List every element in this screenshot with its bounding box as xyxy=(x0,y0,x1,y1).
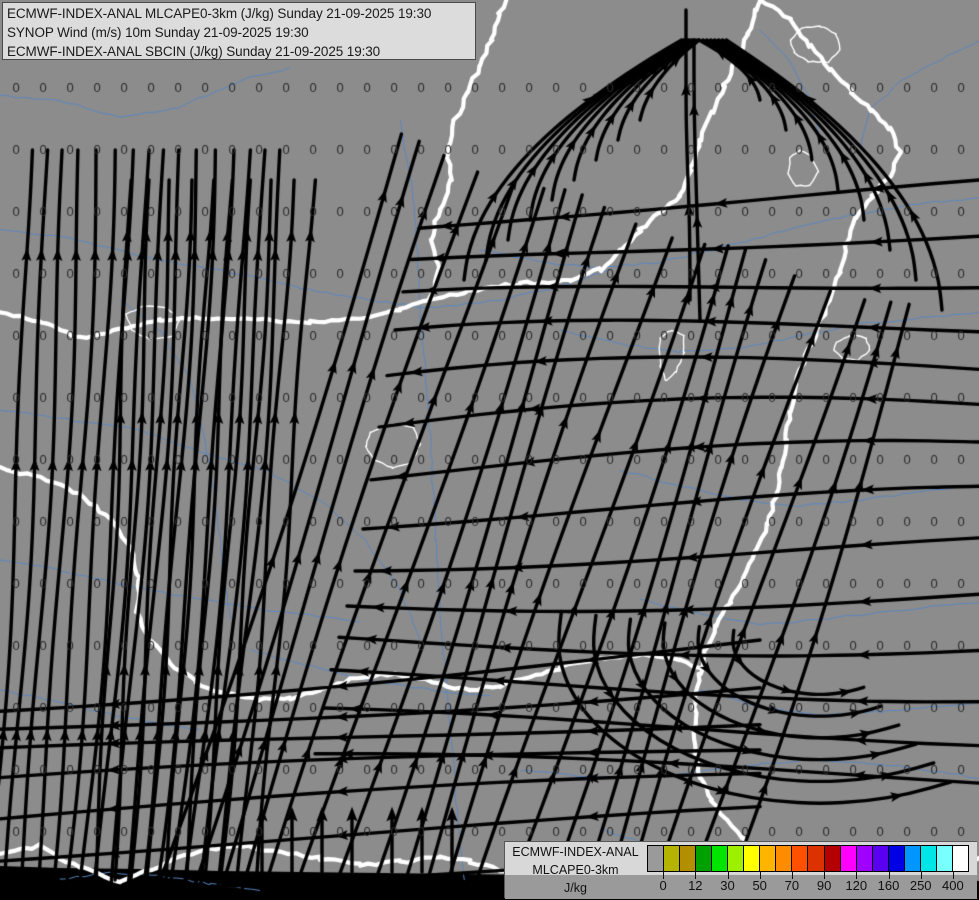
colorbar-swatches[interactable] xyxy=(647,845,969,872)
colorbar-swatch-12[interactable] xyxy=(840,846,857,871)
colorbar-tick-label-5: 90 xyxy=(816,878,832,893)
colorbar-swatch-17[interactable] xyxy=(920,846,937,871)
colorbar-tick-axis: 0 12 30 50 70 90 120 160 250 400 xyxy=(647,872,969,899)
colorbar-tick-8 xyxy=(920,872,922,879)
map-info-header: ECMWF-INDEX-ANAL MLCAPE0-3km (J/kg) Sund… xyxy=(2,2,476,60)
colorbar-swatch-2[interactable] xyxy=(680,846,697,871)
colorbar-tick-label-9: 400 xyxy=(942,878,964,893)
colorbar-tick-7 xyxy=(888,872,890,879)
colorbar-swatch-0[interactable] xyxy=(648,846,665,871)
colorbar-tick-label-2: 30 xyxy=(720,878,735,893)
colorbar-swatch-7[interactable] xyxy=(760,846,777,871)
colorbar-swatch-5[interactable] xyxy=(728,846,745,871)
colorbar-tick-label-1: 12 xyxy=(688,878,703,893)
colorbar-tick-9 xyxy=(952,872,954,879)
colorbar-swatch-9[interactable] xyxy=(792,846,809,871)
colorbar-tick-0 xyxy=(663,872,665,879)
header-line-sbcin: ECMWF-INDEX-ANAL SBCIN (J/kg) Sunday 21-… xyxy=(7,44,381,59)
colorbar-tick-2 xyxy=(727,872,729,879)
colorbar-swatch-11[interactable] xyxy=(824,846,841,871)
legend-bottom-band xyxy=(505,875,977,899)
colorbar-swatch-15[interactable] xyxy=(888,846,905,871)
header-line-mlcape: ECMWF-INDEX-ANAL MLCAPE0-3km (J/kg) Sund… xyxy=(7,6,432,21)
colorbar-tick-3 xyxy=(759,872,761,879)
header-line-synop-wind: SYNOP Wind (m/s) 10m Sunday 21-09-2025 1… xyxy=(7,25,309,40)
colorbar-tick-label-6: 120 xyxy=(845,878,868,893)
colorbar-tick-5 xyxy=(824,872,826,879)
colorbar-swatch-6[interactable] xyxy=(744,846,761,871)
colorbar-swatch-3[interactable] xyxy=(696,846,713,871)
colorbar-swatch-19[interactable] xyxy=(952,846,968,871)
colorbar-tick-4 xyxy=(791,872,793,879)
colorbar-tick-label-4: 70 xyxy=(784,878,800,893)
colorbar-tick-1 xyxy=(695,872,697,879)
colorbar-legend: ECMWF-INDEX-ANAL MLCAPE0-3km J/kg 0 12 30 5… xyxy=(504,841,977,899)
colorbar-swatch-14[interactable] xyxy=(872,846,889,871)
colorbar-tick-label-7: 160 xyxy=(877,878,900,893)
colorbar-swatch-16[interactable] xyxy=(904,846,921,871)
colorbar-tick-label-0: 0 xyxy=(659,878,667,893)
colorbar-swatch-10[interactable] xyxy=(808,846,825,871)
colorbar-tick-label-3: 50 xyxy=(752,878,767,893)
colorbar-swatch-1[interactable] xyxy=(664,846,681,871)
colorbar-swatch-4[interactable] xyxy=(712,846,729,871)
colorbar-swatch-8[interactable] xyxy=(776,846,793,871)
colorbar-tick-label-8: 250 xyxy=(909,878,932,893)
colorbar-swatch-13[interactable] xyxy=(856,846,873,871)
colorbar-swatch-18[interactable] xyxy=(936,846,953,871)
colorbar-tick-6 xyxy=(856,872,858,879)
